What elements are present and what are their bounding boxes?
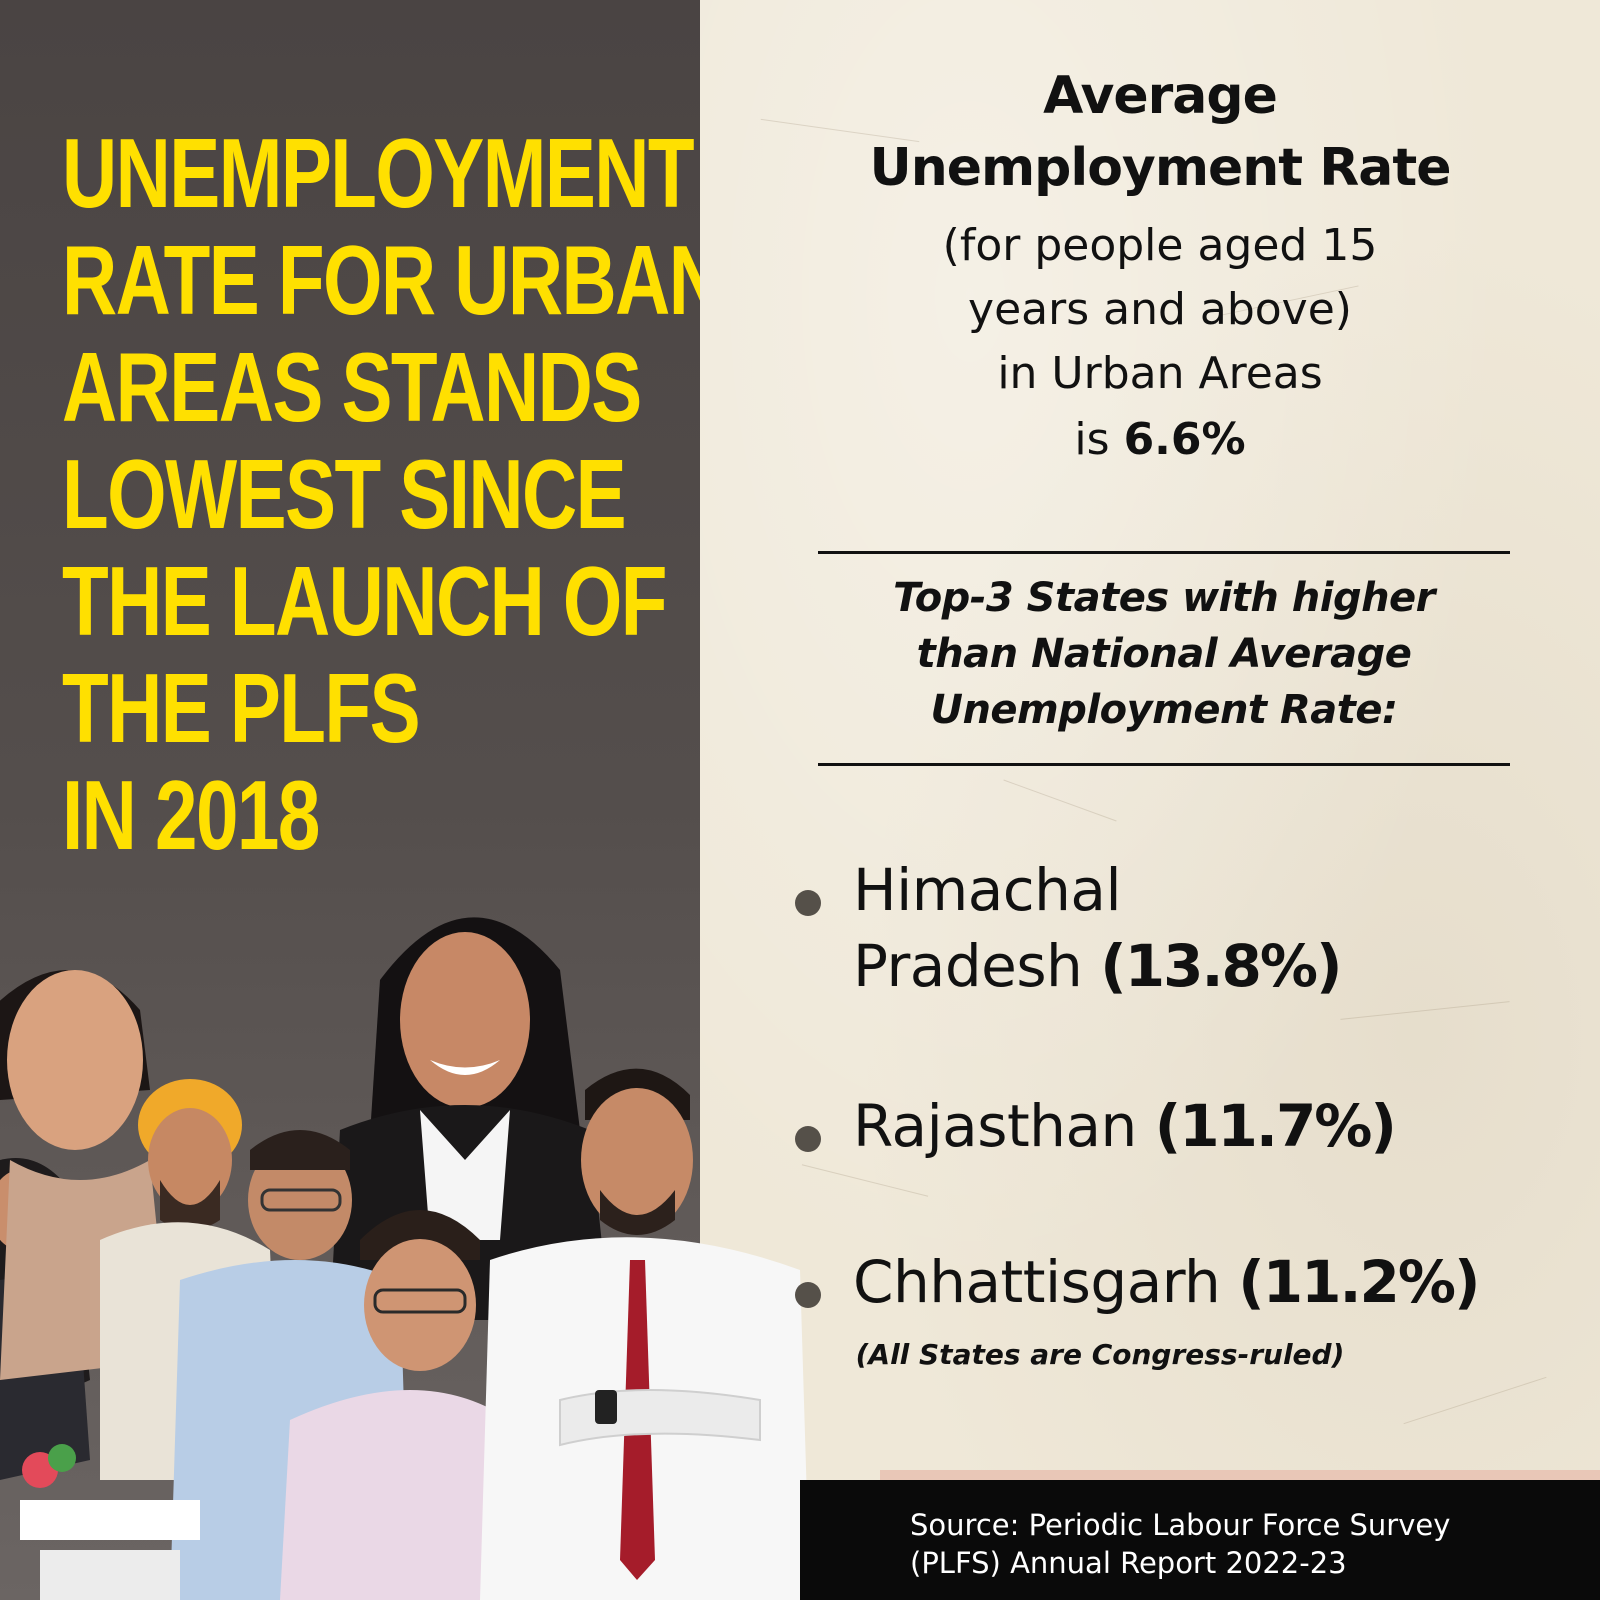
average-title: Average Unemployment Rate [800, 60, 1520, 204]
state-item-rajasthan: Rajasthan (11.7%) [795, 1088, 1575, 1168]
bullet-icon [795, 1126, 821, 1152]
state-name-line: Himachal [853, 856, 1122, 924]
state-value: (11.7%) [1154, 1092, 1397, 1160]
top3-heading-line: Unemployment Rate: [930, 687, 1398, 733]
state-name: Chhattisgarh (11.2%) [853, 1244, 1481, 1320]
top3-heading: Top-3 States with higher than National A… [818, 570, 1510, 738]
state-name-line: Pradesh (13.8%) [853, 928, 1343, 1004]
state-name-text: Rajasthan [853, 1092, 1137, 1160]
people-photo [0, 917, 810, 1600]
top3-heading-line: Top-3 States with higher [893, 575, 1435, 621]
congress-note: (All States are Congress-ruled) [855, 1338, 1345, 1371]
divider-bottom [818, 763, 1510, 766]
average-subtitle-line: years and above) [968, 284, 1352, 335]
average-value-prefix: is [1074, 414, 1110, 465]
state-name: Rajasthan (11.7%) [853, 1088, 1397, 1164]
source-bar: Source: Periodic Labour Force Survey (PL… [800, 1470, 1600, 1600]
average-value: 6.6% [1123, 414, 1246, 465]
state-value: (11.2%) [1238, 1248, 1480, 1316]
headline-line: THE PLFS [62, 653, 421, 763]
headline-line: THE LAUNCH OF [62, 546, 667, 656]
average-subtitle: (for people aged 15 years and above) in … [800, 214, 1520, 406]
state-item-chhattisgarh: Chhattisgarh (11.2%) [795, 1244, 1575, 1324]
headline-line: LOWEST SINCE [62, 439, 627, 549]
headline-line: AREAS STANDS [62, 332, 642, 442]
state-name-text: Chhattisgarh [853, 1248, 1221, 1316]
source-text: Source: Periodic Labour Force Survey (PL… [910, 1506, 1550, 1582]
state-item-himachal: Himachal Pradesh (13.8%) [795, 852, 1575, 1012]
state-name: Himachal Pradesh (13.8%) [853, 852, 1343, 1004]
source-line: Source: Periodic Labour Force Survey [910, 1508, 1451, 1542]
average-subtitle-line: (for people aged 15 [942, 220, 1378, 271]
average-title-line: Unemployment Rate [869, 138, 1451, 198]
average-subtitle-line: in Urban Areas [997, 348, 1323, 399]
top3-heading-line: than National Average [916, 631, 1412, 677]
paper-background [700, 0, 1600, 1480]
paper-fiber [801, 1164, 929, 1197]
desk-items [20, 1444, 200, 1600]
paper-fiber [1403, 1376, 1547, 1425]
average-value-line: is 6.6% [800, 408, 1520, 472]
source-accent [880, 1470, 1600, 1480]
bullet-icon [795, 1282, 821, 1308]
divider-top [818, 551, 1510, 554]
paper-fiber [1003, 779, 1117, 822]
bullet-icon [795, 890, 821, 916]
headline-line: UNEMPLOYMENT [62, 118, 695, 228]
headline-line: RATE FOR URBAN [62, 225, 700, 335]
person-man-right [480, 1068, 810, 1600]
average-title-line: Average [1043, 66, 1278, 126]
headline: UNEMPLOYMENT RATE FOR URBAN AREAS STANDS… [62, 118, 700, 870]
headline-line: IN 2018 [62, 760, 320, 870]
source-line: (PLFS) Annual Report 2022-23 [910, 1546, 1347, 1580]
state-value: (13.8%) [1100, 932, 1342, 1000]
person-man-pink [280, 1210, 520, 1600]
state-name-text: Pradesh [853, 932, 1083, 1000]
